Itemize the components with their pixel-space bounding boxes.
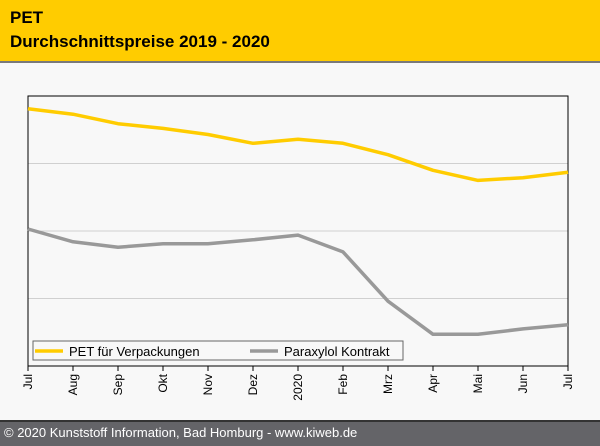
x-tick-label: Aug: [66, 374, 80, 395]
footer: © 2020 Kunststoff Information, Bad Hombu…: [0, 420, 600, 446]
x-tick-label: Okt: [156, 373, 170, 392]
x-tick-label: 2020: [291, 374, 305, 401]
x-tick-label: Feb: [336, 374, 350, 395]
x-tick-label: Nov: [201, 374, 215, 395]
x-tick-label: Jun: [516, 374, 530, 393]
series-line-pet: [28, 109, 568, 181]
x-tick-label: Jul: [561, 374, 575, 389]
legend-label: Paraxylol Kontrakt: [284, 344, 390, 359]
series-line-paraxylol: [28, 229, 568, 334]
x-tick-label: Mrz: [381, 374, 395, 394]
x-tick-label: Apr: [426, 374, 440, 393]
x-tick-label: Jul: [21, 374, 35, 389]
copyright-text: © 2020 Kunststoff Information, Bad Hombu…: [4, 425, 357, 440]
line-chart: Jul Aug Sep Okt Nov Dez 2020 Feb Mrz Apr Mai Jun Jul…: [0, 0, 600, 420]
x-tick-label: Sep: [111, 374, 125, 396]
x-tick-label: Mai: [471, 374, 485, 393]
legend-label: PET für Verpackungen: [69, 344, 200, 359]
x-tick-label: Dez: [246, 374, 260, 395]
